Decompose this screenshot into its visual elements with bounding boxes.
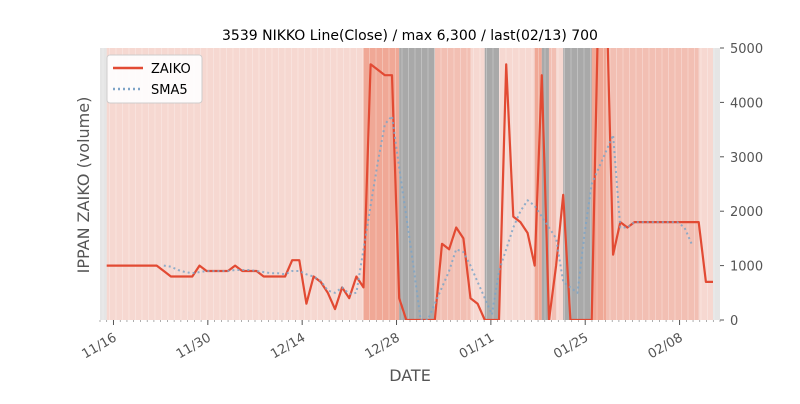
x-tick-label: 11/30 <box>174 330 214 362</box>
legend-label-sma5: SMA5 <box>151 83 188 98</box>
y-tick-label: 1000 <box>730 260 763 275</box>
x-tick-label: 12/14 <box>268 330 308 362</box>
highlight-band-13 <box>606 48 699 320</box>
x-axis-label: DATE <box>389 366 431 385</box>
highlight-band-4 <box>470 48 485 320</box>
highlight-band-9 <box>548 48 557 320</box>
highlight-band-10 <box>556 48 564 320</box>
plot-area: 0 1000 2000 3000 4000 5000 11/16 11/30 12/14 12/2… <box>80 42 764 362</box>
highlight-band-5 <box>484 48 500 320</box>
x-tick-label: 02/08 <box>646 330 686 362</box>
highlight-band-3 <box>434 48 471 320</box>
series-line-sma5 <box>163 115 693 320</box>
y-tick-label: 4000 <box>730 96 763 111</box>
x-tick-label: 11/16 <box>80 330 120 362</box>
y-tick-label: 3000 <box>730 151 763 166</box>
highlight-band-6 <box>499 48 535 320</box>
y-tick-label: 2000 <box>730 205 763 220</box>
x-tick-label: 01/11 <box>457 330 497 362</box>
chart-title: 3539 NIKKO Line(Close) / max 6,300 / las… <box>222 28 598 44</box>
y-tick-label: 0 <box>730 314 738 329</box>
highlight-band-2 <box>399 48 435 320</box>
x-tick-label: 12/28 <box>363 330 403 362</box>
y-tick-label: 5000 <box>730 42 763 57</box>
legend-label-zaiko: ZAIKO <box>151 62 191 77</box>
legend: ZAIKO SMA5 <box>106 54 203 104</box>
y-axis-label: IPPAN ZAIKO (volume) <box>74 97 93 274</box>
x-tick-label: 01/25 <box>551 330 591 362</box>
